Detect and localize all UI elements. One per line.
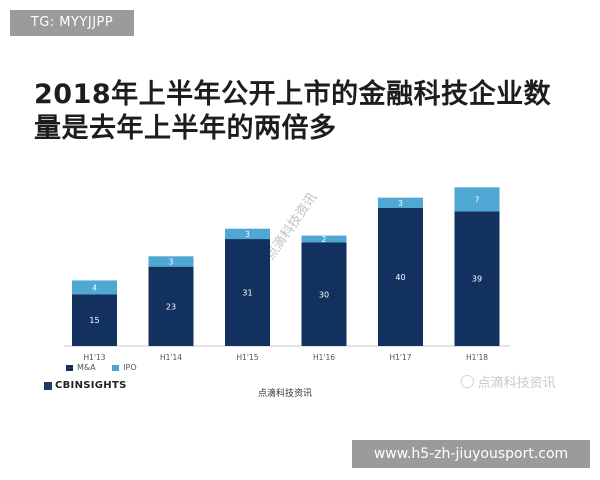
bar-ipo: [454, 187, 500, 212]
bar-label-ipo: 3: [169, 257, 174, 266]
legend-item-ipo: IPO: [112, 363, 137, 372]
cbinsights-logo: CBINSIGHTS: [44, 380, 127, 391]
bar-ma: [301, 242, 347, 346]
x-tick-label: H1'17: [389, 353, 411, 362]
chart-slide: 2018年上半年公开上市的金融科技企业数量是去年上半年的两倍多 点滴科技资讯 1…: [28, 56, 572, 446]
x-tick-label: H1'16: [313, 353, 335, 362]
x-tick-label: H1'15: [236, 353, 258, 362]
wechat-icon: ◯: [460, 374, 475, 389]
legend-swatch-ipo: [112, 364, 120, 371]
chart-title: 2018年上半年公开上市的金融科技企业数量是去年上半年的两倍多: [34, 79, 552, 144]
bar-ma: [225, 239, 270, 346]
x-tick-label: H1'14: [160, 353, 182, 362]
x-tick-label: H1'13: [83, 353, 105, 362]
wechat-watermark: ◯ 点滴科技资讯: [460, 372, 556, 391]
wechat-label: 点滴科技资讯: [477, 376, 556, 391]
bar-ipo: [148, 256, 194, 267]
chart-legend: M&A IPO: [66, 363, 151, 373]
cbinsights-logo-icon: [44, 381, 52, 390]
bar-label-ma: 39: [472, 275, 482, 284]
bar-ipo: [225, 228, 270, 240]
bar-ipo: [301, 235, 347, 243]
bar-ma: [148, 266, 194, 346]
bar-label-ipo: 3: [398, 199, 403, 208]
bar-label-ma: 30: [319, 290, 329, 299]
bar-ma: [378, 208, 423, 346]
bar-label-ipo: 7: [475, 195, 480, 204]
bar-label-ma: 15: [89, 316, 99, 325]
x-tick-label: H1'18: [466, 353, 488, 362]
bottom-tag: www.h5-zh-jiuyousport.com: [352, 440, 590, 468]
bar-label-ipo: 3: [245, 230, 250, 239]
bar-label-ma: 23: [166, 302, 176, 311]
legend-item-ma: M&A: [66, 363, 96, 372]
bar-label-ipo: 4: [92, 283, 97, 292]
legend-label-ipo: IPO: [123, 363, 137, 372]
bar-ipo: [378, 197, 423, 208]
bar-ma: [72, 294, 117, 346]
top-tag: TG: MYYJJPP: [10, 10, 134, 36]
bar-ipo: [72, 280, 117, 295]
bar-label-ma: 31: [242, 289, 252, 298]
bar-label-ma: 40: [395, 273, 405, 282]
bar-label-ipo: 2: [322, 235, 327, 244]
legend-label-ma: M&A: [77, 363, 96, 372]
cbinsights-logo-text: CBINSIGHTS: [55, 380, 127, 391]
bar-chart: 15 4 H1'13 23 3 H1'14 31 3 H1'15 30 2 H1'16 40 3 H1'17…: [64, 187, 510, 362]
legend-swatch-ma: [66, 364, 73, 371]
source-caption: 点滴科技资讯: [258, 389, 313, 399]
bar-ma: [454, 211, 500, 346]
